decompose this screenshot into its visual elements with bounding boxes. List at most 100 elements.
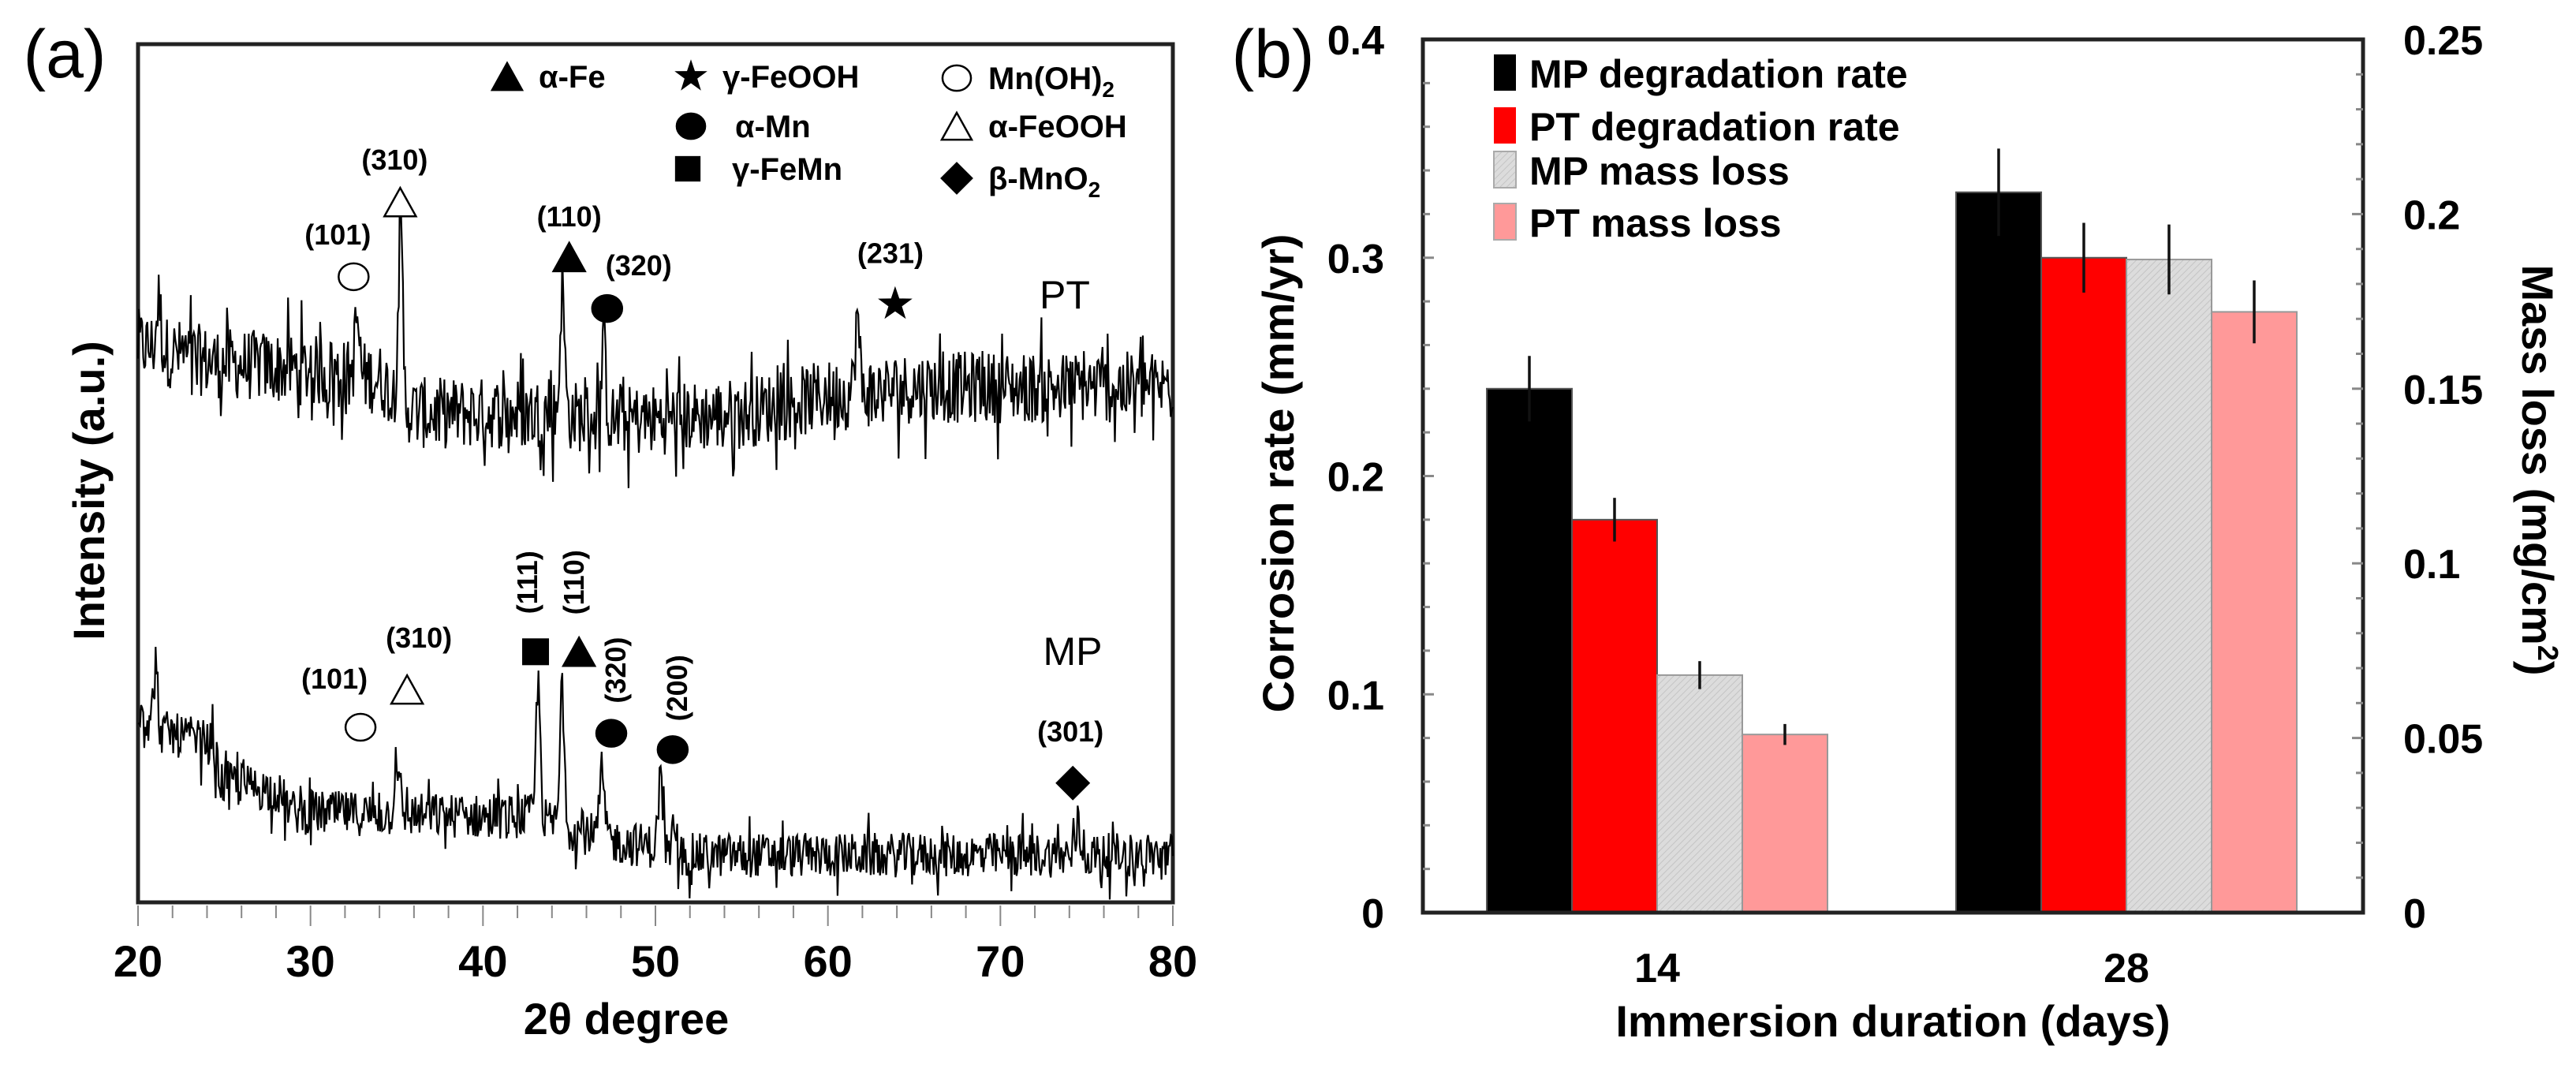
panel-b-left-y-axis-title: Corrosion rate (mm/yr) [1253,234,1303,713]
x-tick-label: 60 [804,936,853,986]
panel-b-label: (b) [1231,17,1314,92]
legend-item: γ-FeMn [674,152,842,187]
legend-item: PT mass loss [1493,201,1782,245]
right-y-tick-label: 0.2 [2403,192,2460,238]
hkl-label: (310) [386,622,452,654]
right-title-end: ) [2513,661,2563,676]
x-tick-label: 28 [2104,946,2149,991]
hkl-label: (101) [301,663,368,695]
filled-square-marker-icon [674,155,701,182]
hkl-label: (200) [661,655,693,721]
right-y-tick-label: 0.05 [2403,717,2483,763]
star-marker-icon [674,59,707,91]
bar-pt-mass-loss [1742,734,1828,913]
legend-label: MP mass loss [1529,149,1790,193]
legend-label: γ-FeOOH [722,60,859,95]
legend-item: α-Fe [490,60,606,95]
open-triangle-marker-icon [389,673,425,705]
legend-label-text: γ-FeOOH [722,60,859,95]
filled-diamond-marker-icon [940,162,973,195]
panel-a-peak-markers: (101)(310)(110)(320) (231)(101)(310)(111)… [301,144,1103,801]
legend-label-subscript: 2 [1088,177,1101,202]
legend-label: PT degradation rate [1529,105,1900,149]
xrd-trace-pt [136,192,1174,488]
panel-b-bars [1486,148,2298,914]
right-title-sup: 2 [2532,645,2564,661]
legend-item: α-Mn [675,110,811,144]
series-label-pt: PT [1040,273,1090,317]
hkl-label: (301) [1037,715,1103,748]
legend-label-text: α-Mn [735,110,811,144]
right-y-tick-label: 0.15 [2403,368,2483,413]
filled-triangle-marker-icon [490,61,525,91]
left-y-tick-label: 0.4 [1327,18,1384,64]
legend-label-text: β-MnO [988,162,1088,196]
star-marker-icon [878,286,913,319]
panel-a-traces [136,192,1174,900]
legend-label-text: α-FeOOH [988,110,1127,144]
open-triangle-marker-icon [383,185,418,218]
left-y-tick-label: 0 [1361,891,1384,937]
panel-a-x-ticks: 20 30 40 50 60 70 80 [114,906,1197,986]
legend-item: Mn(OH)2 [941,62,1114,102]
legend-label: γ-FeMn [732,152,842,187]
x-tick-label: 50 [631,936,680,986]
hkl-label: (110) [558,550,590,614]
panel-b-axis-ticks: 0 0.1 0.2 0.3 0.4 0 0.05 0.1 0.15 0.2 0.25 14 28 [1327,18,2484,991]
panel-b-legend: MP degradation rate PT degradation rateMP… [1493,52,1908,245]
x-tick-label: 40 [458,936,507,986]
hkl-label: (111) [511,551,543,614]
bar-pt-degradation-rate [2040,256,2127,913]
bar-mp-degradation-rate [1486,387,1573,913]
bar-pt-degradation-rate [1571,518,1658,913]
legend-label: MP degradation rate [1529,52,1908,96]
hkl-label: (101) [304,218,371,251]
right-y-tick-label: 0 [2403,891,2426,937]
panel-a-x-axis-title: 2θ degree [524,994,730,1044]
legend-item: γ-FeOOH [674,59,859,95]
filled-circle-marker-icon [595,719,628,748]
series-label-mp: MP [1043,629,1103,674]
legend-label-text: α-Fe [539,60,606,95]
left-y-tick-label: 0.2 [1327,455,1384,501]
legend-item: MP degradation rate [1494,52,1908,96]
legend-item: α-FeOOH [939,110,1127,144]
hkl-label: (110) [537,200,602,233]
x-tick-label: 80 [1148,936,1197,986]
panel-b-x-axis-title: Immersion duration (days) [1615,996,2170,1046]
open-triangle-marker-icon [939,110,974,141]
left-y-tick-label: 0.1 [1327,673,1384,719]
filled-square-marker-icon [522,638,550,666]
panel-a: (a) 20 30 40 50 60 70 80 (101)(310)(110)(320)(… [23,17,1197,1044]
legend-item: β-MnO2 [940,162,1100,202]
legend-label-text: γ-FeMn [732,152,842,187]
hkl-label: (231) [857,237,924,270]
hkl-label: (310) [361,144,427,176]
hkl-label: (320) [599,637,632,704]
panel-a-label: (a) [23,17,106,92]
legend-label: α-Fe [539,60,606,95]
legend-swatch [1493,203,1517,241]
filled-circle-marker-icon [591,293,624,323]
left-y-tick-label: 0.3 [1327,237,1384,282]
bar-pt-mass-loss [2211,311,2298,914]
xrd-trace-mp [137,647,1174,900]
legend-label-subscript: 2 [1102,77,1114,102]
legend-label: β-MnO2 [988,162,1100,202]
right-y-tick-label: 0.25 [2403,18,2483,64]
filled-triangle-marker-icon [551,241,587,273]
legend-label: PT mass loss [1529,201,1782,245]
x-tick-label: 30 [286,936,335,986]
legend-label: Mn(OH)2 [988,62,1114,102]
legend-label-text: Mn(OH) [988,62,1102,96]
panel-a-plot-frame [136,42,1175,905]
hkl-label: (320) [606,249,672,282]
panel-a-y-axis-title: Intensity (a.u.) [64,341,114,640]
x-tick-label: 20 [114,936,162,986]
legend-item: MP mass loss [1493,149,1790,193]
x-tick-label: 70 [976,936,1025,986]
legend-swatch [1493,151,1517,189]
legend-swatch [1494,107,1516,144]
